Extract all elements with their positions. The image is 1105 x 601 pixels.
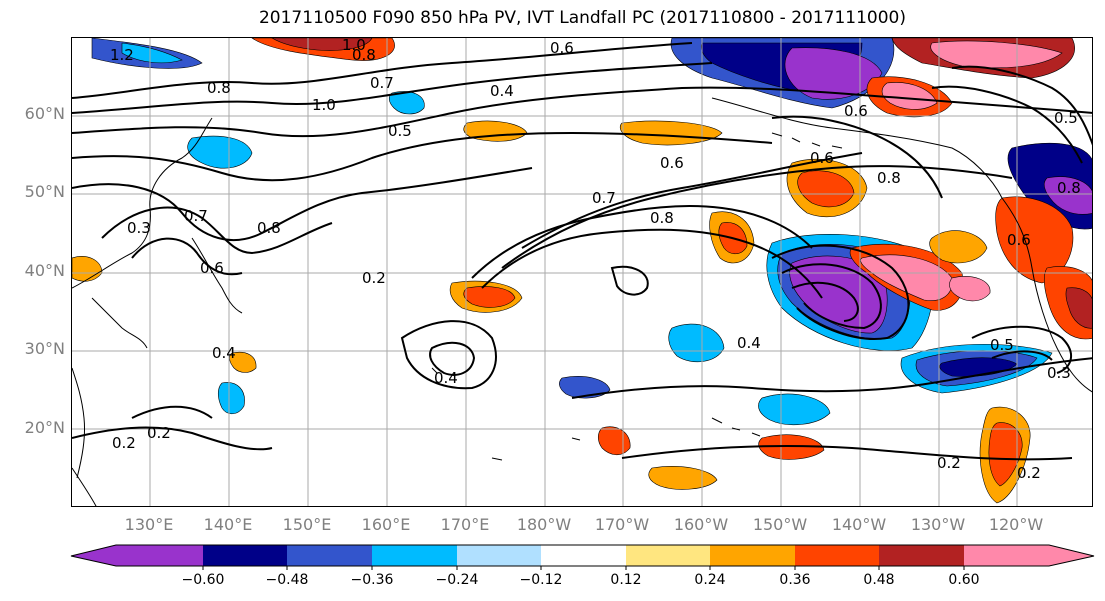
contour-label: 0.8 [207, 79, 231, 97]
lon-label: 130°W [910, 515, 966, 534]
contour-label: 0.8 [650, 209, 674, 227]
contour-label: 0.4 [737, 334, 761, 352]
colorbar-segment [626, 545, 710, 566]
lon-label: 140°E [203, 515, 253, 534]
colorbar-tick-label: −0.24 [435, 572, 479, 588]
contour-label: 0.2 [362, 269, 386, 287]
contour-label: 0.2 [112, 434, 136, 452]
contour-label: 0.8 [257, 219, 281, 237]
contour-label: 1.2 [110, 46, 134, 64]
contour-label: 0.6 [200, 259, 224, 277]
pv-contours [72, 42, 1092, 461]
colorbar-segment [879, 545, 964, 566]
lon-label: 160°W [673, 515, 729, 534]
contour-label: 0.6 [660, 154, 684, 172]
lon-label: 120°W [988, 515, 1044, 534]
colorbar-tick-label: −0.12 [519, 572, 563, 588]
colorbar-tick-label: 0.12 [610, 572, 642, 588]
contour-label: 0.5 [1054, 109, 1078, 127]
contour-label: 0.7 [184, 207, 208, 225]
contour-label: 0.3 [127, 219, 151, 237]
contour-label: 0.3 [1047, 364, 1071, 382]
contour-label: 0.8 [1057, 179, 1081, 197]
lon-label: 150°W [752, 515, 808, 534]
contour-label: 0.8 [352, 46, 376, 64]
contour-label: 0.4 [490, 82, 514, 100]
colorbar-segment [203, 545, 287, 566]
lon-label: 170°E [440, 515, 490, 534]
lat-label: 50°N [24, 182, 65, 201]
contour-label: 0.2 [1017, 464, 1041, 482]
lon-label: 140°W [831, 515, 887, 534]
contour-label: 0.4 [212, 344, 236, 362]
lat-label: 60°N [24, 104, 65, 123]
colorbar-ticks [202, 566, 965, 570]
map-title: 2017110500 F090 850 hPa PV, IVT Landfall… [258, 8, 906, 28]
map-canvas: 1.2 1.0 0.8 0.8 0.7 1.0 0.5 0.4 0.6 0.6 … [72, 38, 1092, 506]
contour-label: 0.7 [370, 74, 394, 92]
colorbar-tick-label: −0.60 [181, 572, 225, 588]
contour-label: 0.8 [877, 169, 901, 187]
lon-label: 150°E [282, 515, 332, 534]
colorbar-tick-label: −0.36 [350, 572, 394, 588]
colorbar-segment [710, 545, 795, 566]
lat-label: 20°N [24, 418, 65, 437]
colorbar-tick-label: 0.24 [694, 572, 726, 588]
contour-label: 0.2 [147, 424, 171, 442]
lon-label: 130°E [124, 515, 174, 534]
contour-label: 0.7 [592, 189, 616, 207]
lon-label: 170°W [594, 515, 650, 534]
colorbar-segments [71, 545, 1094, 566]
colorbar-outline [70, 544, 1095, 567]
contour-label: 0.4 [434, 369, 458, 387]
contour-label: 0.6 [550, 39, 574, 57]
coastlines [72, 97, 1092, 506]
contour-label: 0.6 [844, 102, 868, 120]
colorbar-segment [372, 545, 457, 566]
colorbar-segment [457, 545, 541, 566]
map-panel[interactable]: 1.2 1.0 0.8 0.8 0.7 1.0 0.5 0.4 0.6 0.6 … [71, 37, 1093, 507]
contour-label: 1.0 [342, 38, 366, 54]
colorbar-segment [287, 545, 372, 566]
contour-label: 0.6 [810, 149, 834, 167]
graticule [72, 38, 1092, 506]
lon-label: 160°E [361, 515, 411, 534]
lat-label: 30°N [24, 339, 65, 358]
colorbar-tick-label: 0.60 [948, 572, 980, 588]
contour-label: 1.0 [312, 96, 336, 114]
colorbar-segment [541, 545, 626, 566]
colorbar-segment [71, 545, 203, 566]
shading-layer [72, 38, 1092, 504]
lat-label: 40°N [24, 261, 65, 280]
contour-label-group: 1.2 1.0 0.8 0.8 0.7 1.0 0.5 0.4 0.6 0.6 … [110, 38, 1081, 482]
contour-label: 0.6 [1007, 231, 1031, 249]
colorbar-tick-label: 0.48 [863, 572, 895, 588]
colorbar-segment [964, 545, 1094, 566]
contour-label: 0.2 [937, 454, 961, 472]
colorbar-segment [795, 545, 879, 566]
colorbar-tick-label: −0.48 [265, 572, 309, 588]
contour-label: 0.5 [990, 336, 1014, 354]
contour-label: 0.5 [388, 122, 412, 140]
lon-label: 180°W [516, 515, 572, 534]
colorbar-tick-label: 0.36 [779, 572, 811, 588]
